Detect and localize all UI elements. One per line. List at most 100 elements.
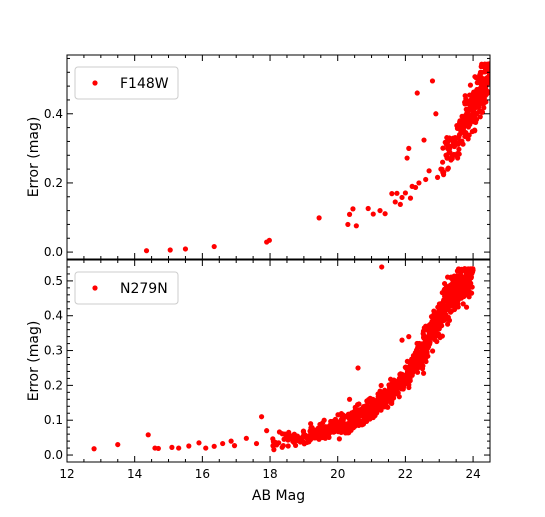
data-point [460, 278, 466, 284]
data-point [350, 206, 356, 212]
data-point [479, 109, 486, 115]
data-point [423, 176, 429, 183]
data-point [472, 128, 478, 134]
data-point [270, 438, 277, 445]
data-point [203, 445, 209, 451]
data-point [444, 305, 450, 311]
data-point [407, 195, 414, 201]
data-point [448, 275, 454, 281]
data-point [365, 205, 371, 212]
data-point [472, 90, 479, 96]
data-point [345, 423, 351, 429]
data-point [446, 135, 452, 141]
data-point [456, 151, 462, 157]
data-point [253, 440, 260, 447]
bottom-panel: 0.0 0.1 0.2 0.3 0.4 0.5 12 14 16 18 20 22 24 Error (m… [26, 259, 491, 481]
data-point [458, 124, 465, 130]
data-point [389, 191, 395, 197]
data-point [339, 415, 345, 421]
data-point [370, 211, 376, 217]
data-point [402, 190, 408, 196]
legend-marker [92, 285, 98, 291]
data-point [182, 246, 189, 252]
data-point [454, 140, 460, 146]
data-point [115, 441, 121, 448]
data-point [324, 431, 330, 437]
data-point [437, 303, 443, 309]
data-point [386, 390, 393, 396]
scatter-points [91, 264, 476, 453]
data-point [186, 443, 192, 449]
data-point [473, 75, 479, 81]
data-point [388, 376, 394, 382]
y-axis-label: Error (mag) [26, 321, 42, 402]
data-point [421, 334, 427, 340]
data-point [463, 96, 469, 102]
data-point [369, 413, 375, 419]
data-point [410, 361, 417, 367]
data-point [482, 65, 488, 72]
data-point [419, 359, 425, 365]
data-point [345, 411, 352, 417]
data-point [388, 396, 394, 402]
data-point [308, 421, 314, 427]
data-point [468, 290, 475, 296]
data-point [374, 406, 380, 412]
plot-frame [66, 54, 491, 260]
data-point [448, 295, 455, 301]
data-point [486, 62, 490, 68]
data-point [286, 429, 292, 435]
y-tick-label: 0.5 [44, 274, 63, 288]
data-point [470, 103, 476, 109]
data-point [460, 301, 466, 307]
data-point [355, 412, 361, 419]
data-point [454, 125, 461, 132]
data-point [451, 306, 458, 313]
data-point [386, 386, 393, 392]
data-point [391, 392, 397, 398]
data-point [474, 86, 480, 93]
data-point [423, 358, 429, 365]
legend: F148W [74, 66, 179, 100]
data-point [451, 289, 458, 295]
data-point [169, 444, 175, 450]
data-point [445, 321, 451, 327]
data-point [439, 318, 445, 324]
data-point [461, 284, 467, 290]
data-point [404, 380, 410, 386]
data-point [243, 435, 249, 441]
data-point [466, 294, 472, 300]
data-point [329, 429, 335, 435]
legend-label: F148W [120, 76, 169, 92]
data-point [413, 347, 420, 353]
data-point [467, 268, 473, 274]
data-point [320, 434, 326, 441]
data-point [264, 428, 270, 434]
data-point [459, 119, 465, 125]
data-point [476, 102, 482, 108]
data-point [321, 417, 327, 423]
data-point [316, 215, 322, 221]
data-point [353, 223, 359, 229]
data-point [481, 105, 487, 111]
data-point [469, 96, 475, 102]
data-point [399, 374, 405, 380]
data-point [394, 190, 400, 196]
x-tick-label: 24 [465, 467, 480, 481]
data-point [314, 428, 321, 434]
legend: N279N [74, 271, 179, 305]
data-point [443, 314, 449, 320]
data-point [399, 337, 405, 343]
data-point [431, 308, 437, 314]
data-point [301, 431, 307, 437]
data-point [91, 446, 97, 452]
data-point [383, 401, 389, 407]
data-point [379, 264, 385, 270]
data-point [467, 82, 474, 88]
data-point [452, 276, 458, 282]
y-tick-label: 0.3 [44, 344, 63, 358]
data-point [436, 313, 442, 319]
data-point [468, 275, 474, 281]
data-point [336, 436, 342, 442]
